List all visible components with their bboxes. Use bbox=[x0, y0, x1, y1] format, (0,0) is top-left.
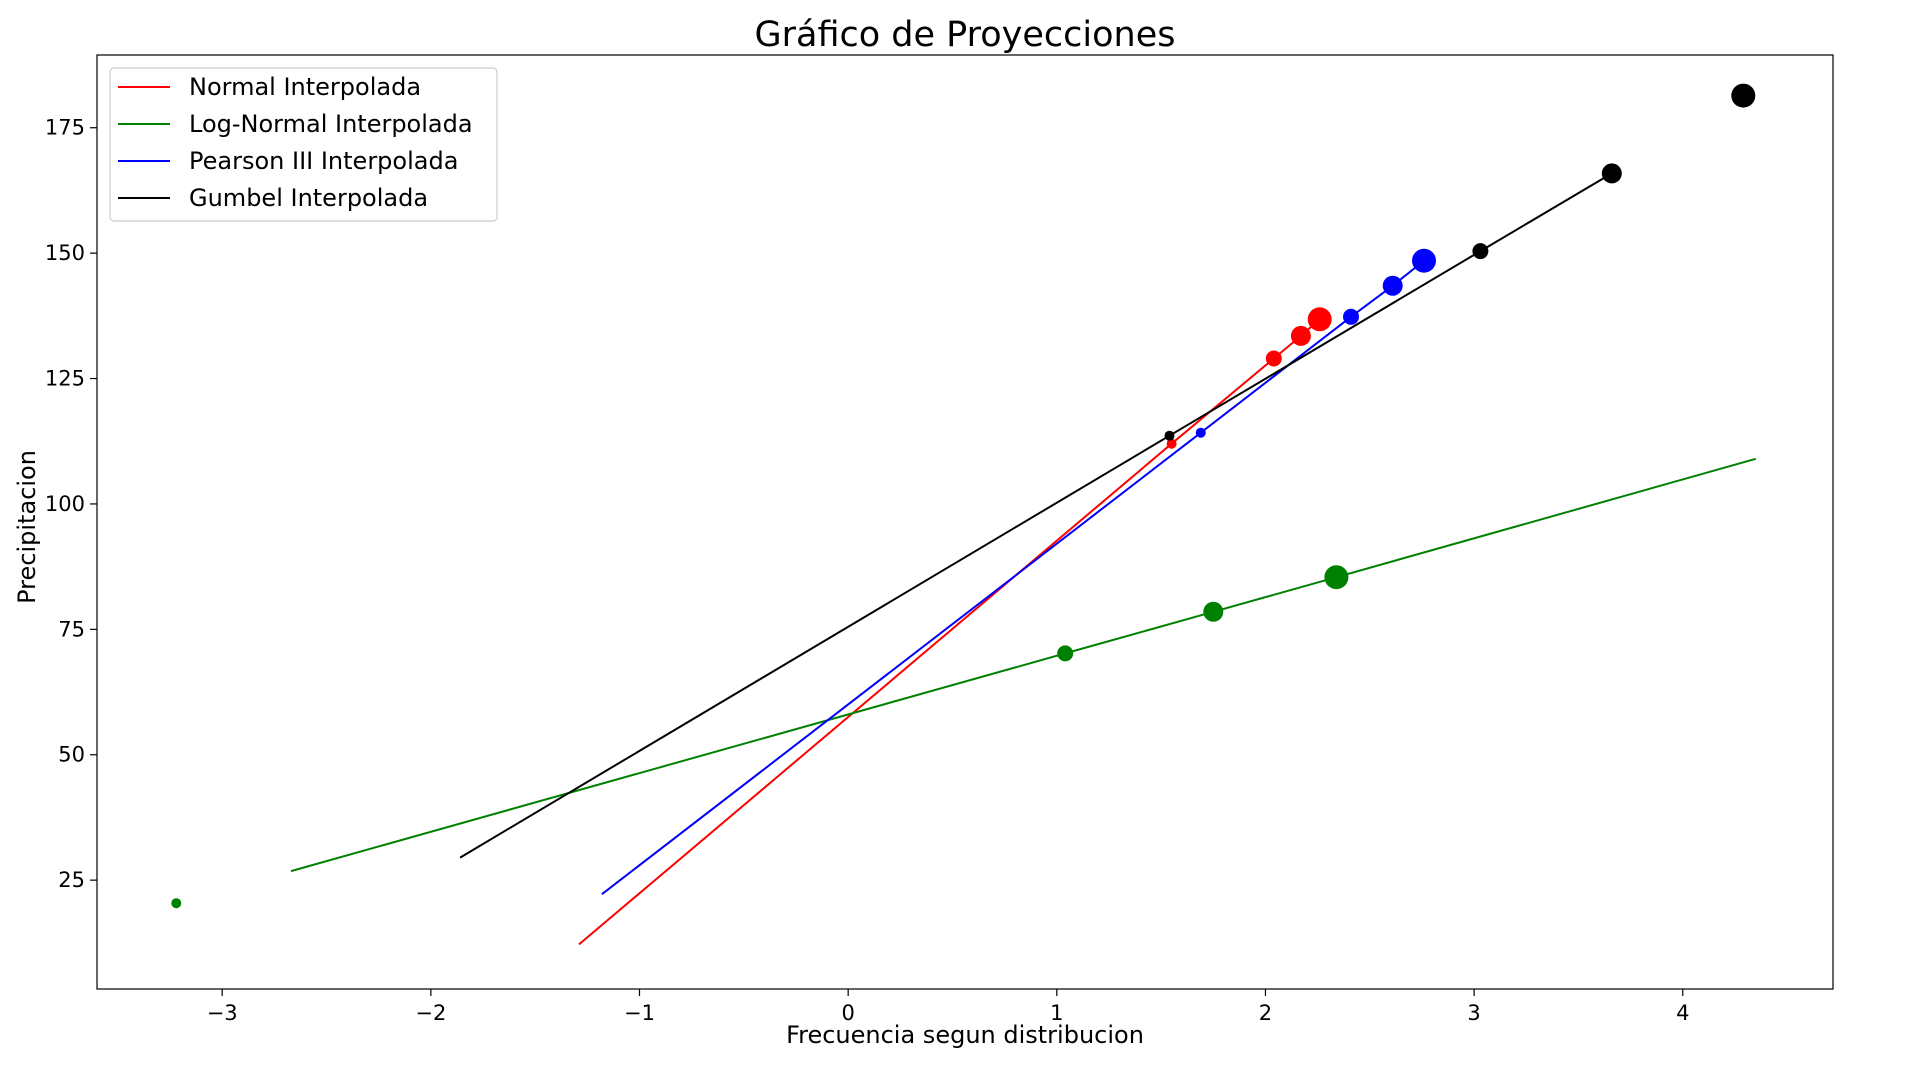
plot-frame bbox=[96, 54, 1834, 990]
data-point bbox=[1307, 307, 1332, 332]
data-point bbox=[1265, 350, 1282, 367]
y-tick-label: 175 bbox=[45, 116, 85, 140]
data-point bbox=[1203, 601, 1224, 622]
series-3 bbox=[601, 248, 1436, 895]
y-tick-label: 50 bbox=[58, 743, 85, 767]
x-tick-label: 2 bbox=[1259, 1001, 1272, 1025]
y-tick-label: 150 bbox=[45, 241, 85, 265]
data-point bbox=[171, 898, 182, 909]
x-tick-label: 1 bbox=[1050, 1001, 1063, 1025]
x-tick-label: −1 bbox=[624, 1001, 655, 1025]
data-point bbox=[1412, 248, 1436, 273]
data-point bbox=[1343, 308, 1359, 325]
legend-box bbox=[109, 67, 498, 222]
data-point bbox=[1472, 243, 1489, 260]
data-point bbox=[1057, 645, 1074, 662]
y-axis-ticks: 25 50 75 100 125 150 175 bbox=[45, 116, 97, 892]
legend-label: Normal Interpolada bbox=[189, 73, 421, 101]
x-tick-label: −2 bbox=[415, 1001, 446, 1025]
data-point bbox=[1195, 427, 1206, 438]
legend-label: Log-Normal Interpolada bbox=[189, 110, 473, 138]
y-axis-label: Precipitacion bbox=[13, 450, 41, 604]
chart-title: Gráfico de Proyecciones bbox=[754, 15, 1175, 55]
data-point bbox=[1164, 430, 1175, 441]
legend-item: Log-Normal Interpolada bbox=[118, 110, 473, 138]
data-point bbox=[1731, 83, 1756, 108]
series-line bbox=[290, 457, 1757, 873]
legend-item: Pearson III Interpolada bbox=[118, 147, 458, 175]
data-point bbox=[1324, 565, 1349, 590]
legend-item: Normal Interpolada bbox=[118, 73, 421, 101]
series-line bbox=[459, 172, 1613, 859]
x-tick-label: 3 bbox=[1467, 1001, 1480, 1025]
legend-label: Pearson III Interpolada bbox=[189, 147, 458, 175]
series-1 bbox=[578, 307, 1332, 946]
y-tick-label: 75 bbox=[58, 617, 85, 641]
x-axis-label: Frecuencia segun distribucion bbox=[786, 1021, 1144, 1049]
series-4 bbox=[459, 83, 1756, 859]
series-line bbox=[601, 259, 1425, 895]
data-point bbox=[1166, 438, 1177, 449]
legend-item: Gumbel Interpolada bbox=[118, 184, 428, 212]
legend: Normal Interpolada Log-Normal Interpolada… bbox=[109, 67, 498, 222]
x-axis-ticks: −3 −2 −1 0 1 2 3 4 bbox=[207, 989, 1689, 1025]
data-point bbox=[1382, 275, 1403, 296]
data-point bbox=[1290, 325, 1311, 346]
y-tick-label: 125 bbox=[45, 367, 85, 391]
y-tick-label: 100 bbox=[45, 492, 85, 516]
x-tick-label: −3 bbox=[207, 1001, 238, 1025]
data-point bbox=[1601, 163, 1622, 184]
x-tick-label: 0 bbox=[841, 1001, 854, 1025]
y-tick-label: 25 bbox=[58, 868, 85, 892]
legend-label: Gumbel Interpolada bbox=[189, 184, 428, 212]
series-layer bbox=[171, 83, 1757, 946]
x-tick-label: 4 bbox=[1676, 1001, 1689, 1025]
series-2 bbox=[171, 457, 1757, 909]
